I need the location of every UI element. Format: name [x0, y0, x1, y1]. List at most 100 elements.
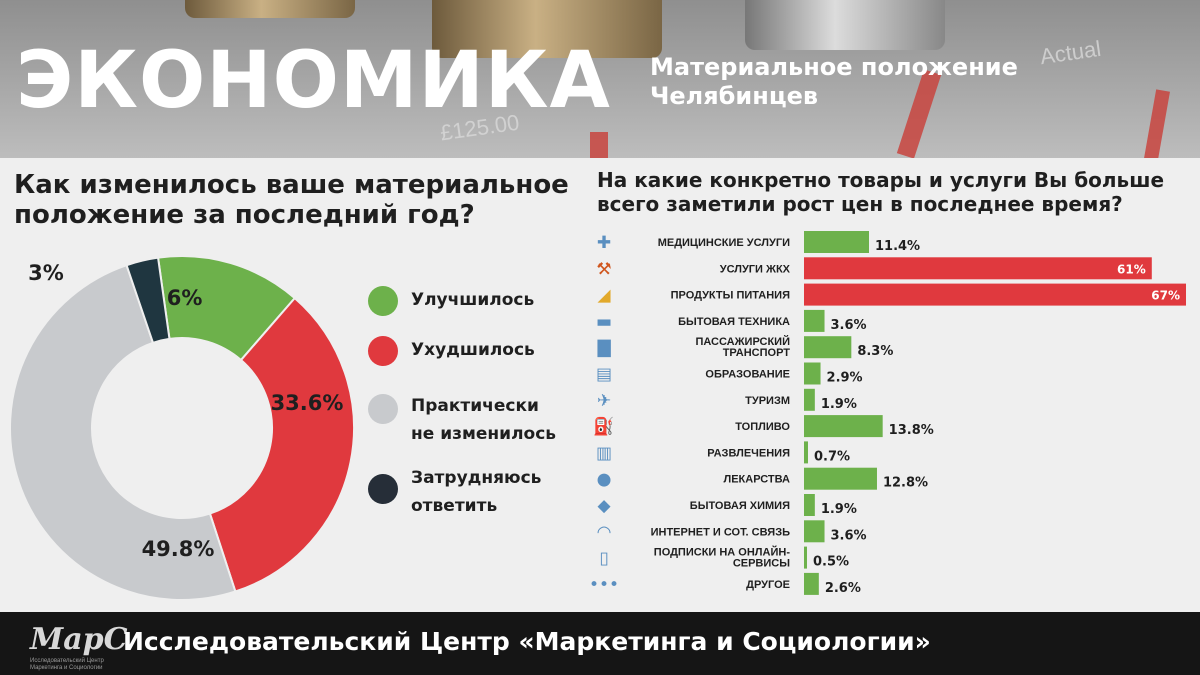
bar-category-label: ОБРАЗОВАНИЕ — [705, 369, 790, 381]
bar-category-label: ИНТЕРНЕТ И СОТ. СВЯЗЬ — [651, 526, 790, 538]
medical-kit-icon: ✚ — [597, 233, 611, 253]
coin-stack-image — [432, 0, 662, 58]
bar-category-label: ЛЕКАРСТВА — [723, 474, 790, 486]
legend-label: Ухудшилось — [411, 336, 581, 364]
legend-item-improved: Улучшилось — [368, 286, 581, 316]
bar-value-label: 12.8% — [883, 476, 928, 491]
tools-icon: ⚒ — [596, 259, 611, 279]
legend-label: Затрудняюсь ответить — [411, 464, 581, 520]
bar-value-label: 13.8% — [889, 423, 934, 438]
bus-icon: ▇ — [596, 338, 611, 358]
donut-slice-label: 33.6% — [271, 391, 344, 415]
bar-value-label: 2.9% — [827, 371, 863, 386]
bar-value-label: 11.4% — [875, 239, 920, 254]
bar — [804, 415, 883, 438]
legend-label-line: Ухудшилось — [411, 340, 535, 360]
donut-chart: 13.6%33.6%49.8%3% — [9, 255, 355, 601]
donut-slice — [9, 263, 237, 601]
bar — [804, 467, 877, 490]
bar-category-label: ПРОДУКТЫ ПИТАНИЯ — [671, 290, 790, 302]
subtitle-line: Челябинцев — [650, 82, 819, 110]
bar — [804, 309, 825, 332]
legend-label-line: ответить — [411, 496, 498, 516]
legend-label: Улучшилось — [411, 286, 581, 314]
bar — [804, 257, 1152, 280]
legend-swatch — [368, 286, 398, 316]
page-title: ЭКОНОМИКА — [16, 36, 611, 126]
cheese-icon: ◢ — [597, 286, 611, 306]
bar-category-label: ТРАНСПОРТ — [723, 347, 791, 359]
subtitle-line: Материальное положение — [650, 53, 1018, 81]
donut-slice — [208, 296, 355, 593]
bar — [804, 494, 815, 516]
bar — [804, 388, 815, 411]
bar-value-label: 0.7% — [814, 449, 850, 464]
legend-swatch — [368, 394, 398, 424]
bar — [804, 231, 869, 253]
bar-value-label: 2.6% — [825, 581, 861, 596]
bar-value-label: 3.6% — [831, 318, 867, 333]
coin-stack-image — [185, 0, 355, 18]
bar — [804, 336, 852, 359]
smartphone-icon: ▯ — [599, 549, 608, 569]
pills-icon: ● — [597, 470, 612, 490]
footer-bar: МарС Исследовательский Центр Маркетинга … — [0, 612, 1200, 675]
legend-label-line: не изменилось — [411, 424, 557, 444]
header-banner: £125.00 Actual ЭКОНОМИКА Материальное по… — [0, 0, 1200, 158]
bar-value-label: 8.3% — [857, 344, 893, 359]
footer-text: Исследовательский Центр «Маркетинга и Со… — [123, 627, 931, 656]
legend-label-line: Улучшилось — [411, 290, 535, 310]
airplane-icon: ✈ — [597, 391, 611, 411]
bar-category-label: ПОДПИСКИ НА ОНЛАЙН- — [654, 546, 791, 559]
bar-category-label: ТУРИЗМ — [745, 395, 790, 407]
company-logo: МарС Исследовательский Центр Маркетинга … — [14, 620, 128, 671]
page-subtitle: Материальное положение Челябинцев — [650, 53, 1170, 111]
legend-label: Практически не изменилось — [411, 392, 581, 448]
bar-category-label: ТОПЛИВО — [735, 421, 790, 433]
bar-value-label: 3.6% — [831, 528, 867, 543]
legend-item-undecided: Затрудняюсь ответить — [368, 464, 581, 520]
bar-category-label: БЫТОВАЯ ХИМИЯ — [690, 500, 790, 512]
legend-label-line: Практически — [411, 396, 539, 416]
bar-category-label: ДРУГОЕ — [746, 579, 790, 591]
bar-chart: ✚ МЕДИЦИНСКИЕ УСЛУГИ 11.4% ⚒ УСЛУГИ ЖКХ 61% ◢ П… — [589, 231, 1186, 596]
donut-chart-title: Как изменилось ваше материальное положен… — [14, 170, 569, 230]
books-icon: ▤ — [596, 365, 612, 385]
bar — [804, 441, 808, 464]
donut-slice-label: 3% — [28, 261, 64, 285]
bar-value-label: 61% — [1117, 262, 1146, 276]
bar-category-label: УСЛУГИ ЖКХ — [720, 263, 791, 275]
donut-slice-label: 49.8% — [142, 537, 215, 561]
bar-category-label: БЫТОВАЯ ТЕХНИКА — [678, 316, 790, 328]
popcorn-icon: ▥ — [596, 443, 612, 463]
bar — [804, 546, 807, 569]
bar-category-label: МЕДИЦИНСКИЕ УСЛУГИ — [658, 237, 790, 249]
logo-text: МарС — [30, 622, 128, 657]
fuel-pump-icon: ⛽ — [593, 416, 614, 437]
ellipsis-icon: ••• — [589, 575, 619, 595]
donut-slice — [125, 256, 171, 345]
legend-label-line: Затрудняюсь — [411, 468, 542, 488]
legend-item-unchanged: Практически не изменилось — [368, 392, 581, 448]
content-area: Как изменилось ваше материальное положен… — [0, 158, 1200, 612]
bar-value-label: 0.5% — [813, 555, 849, 570]
bar-value-label: 67% — [1151, 289, 1180, 303]
bar — [804, 283, 1186, 306]
bar — [804, 362, 821, 385]
bar-category-label: СЕРВИСЫ — [733, 558, 790, 570]
detergent-icon: ◆ — [597, 496, 611, 516]
bar-value-label: 1.9% — [821, 502, 857, 517]
decorative-chart-line — [590, 132, 608, 158]
bar — [804, 520, 825, 543]
bar-value-label: 1.9% — [821, 397, 857, 412]
legend-swatch — [368, 336, 398, 366]
wifi-icon: ◠ — [597, 522, 612, 542]
legend-swatch — [368, 474, 398, 504]
iron-icon: ▬ — [596, 312, 612, 332]
bar-category-label: РАЗВЛЕЧЕНИЯ — [707, 447, 790, 459]
logo-subtext: Исследовательский Центр Маркетинга и Соц… — [30, 658, 104, 671]
bar — [804, 572, 819, 595]
bar-category-label: ПАССАЖИРСКИЙ — [695, 335, 790, 348]
bar-chart-title: На какие конкретно товары и услуги Вы бо… — [597, 168, 1165, 216]
legend-item-worsened: Ухудшилось — [368, 336, 581, 366]
